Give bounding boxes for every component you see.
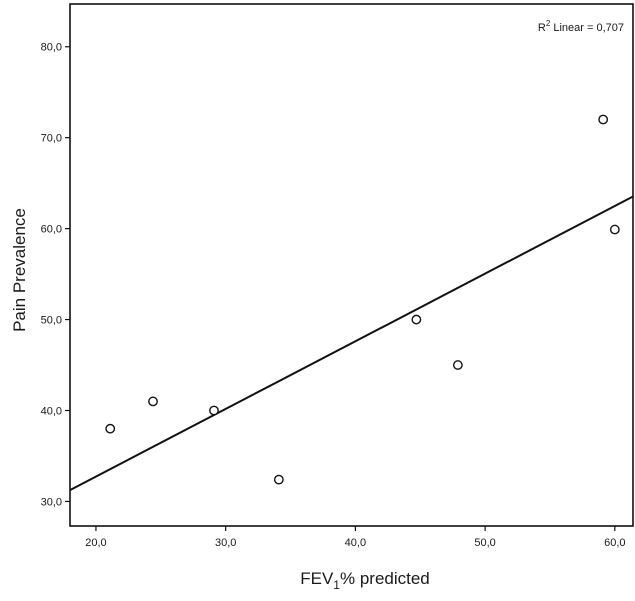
data-point <box>209 405 219 416</box>
data-point <box>273 474 284 485</box>
data-point <box>105 423 116 434</box>
r-squared-rest: Linear = 0,707 <box>550 22 624 34</box>
data-point <box>609 224 620 235</box>
r-squared-superscript: 2 <box>546 19 551 28</box>
y-tick-label: 60,0 <box>41 224 62 236</box>
x-axis: 20,0 30,0 40,0 50,0 60,0 <box>85 526 626 549</box>
x-axis-title-main: FEV <box>300 569 334 588</box>
x-axis-title: FEV1% predicted <box>300 569 430 592</box>
y-tick-label: 40,0 <box>41 406 62 418</box>
r-squared-annotation: R2 Linear = 0,707 <box>538 19 624 34</box>
x-tick-label: 50,0 <box>474 537 495 549</box>
fit-line-group <box>69 195 634 492</box>
x-tick-label: 60,0 <box>604 537 625 549</box>
x-tick-label: 40,0 <box>345 537 366 549</box>
x-axis-title-subscript: 1 <box>333 578 340 592</box>
y-axis-title: Pain Prevalence <box>10 208 29 332</box>
y-axis: 30,0 40,0 50,0 60,0 70,0 80,0 <box>41 42 70 508</box>
y-tick-label: 50,0 <box>41 315 62 327</box>
data-points <box>105 114 620 485</box>
y-tick-label: 80,0 <box>41 42 62 54</box>
plot-area <box>69 3 634 527</box>
data-point <box>411 314 422 325</box>
r-squared-prefix: R <box>538 22 546 34</box>
linear-fit-line <box>69 195 634 492</box>
x-tick-label: 20,0 <box>85 537 106 549</box>
x-axis-title-rest: % predicted <box>340 569 430 588</box>
data-point <box>148 396 158 407</box>
data-point <box>452 360 463 370</box>
y-tick-label: 70,0 <box>41 133 62 145</box>
y-tick-label: 30,0 <box>41 496 62 508</box>
data-point <box>598 114 609 125</box>
x-tick-label: 30,0 <box>215 537 236 549</box>
